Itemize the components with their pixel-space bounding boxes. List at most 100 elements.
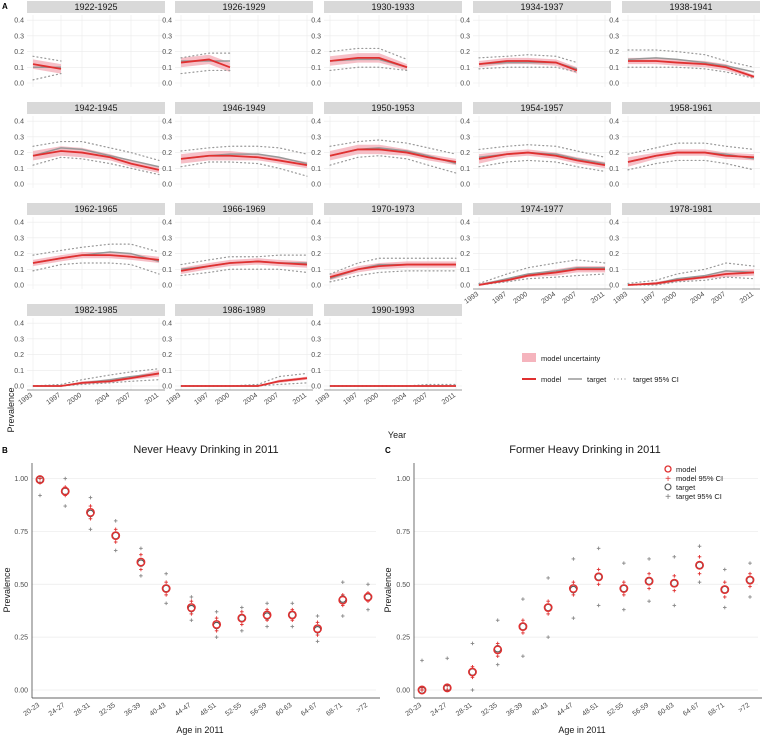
y-tick-label: 0.00 bbox=[14, 688, 28, 695]
x-tick-label: 2004 bbox=[540, 291, 557, 306]
model-uncertainty-band bbox=[330, 261, 456, 281]
target-ci-lower bbox=[478, 66, 578, 73]
legend-c-model: model bbox=[676, 465, 697, 474]
x-tick-label: 1997 bbox=[342, 392, 359, 407]
x-tick-label: 1997 bbox=[640, 291, 657, 306]
model-point bbox=[493, 645, 503, 655]
x-tick-label: 44-47 bbox=[174, 702, 193, 718]
target-ci-upper bbox=[32, 243, 160, 256]
model-uncertainty-band bbox=[628, 269, 754, 285]
y-tick-label: 0.3 bbox=[14, 336, 24, 343]
x-tick-label: 2004 bbox=[689, 291, 706, 306]
model-point bbox=[619, 584, 629, 593]
facet-label: 1974-1977 bbox=[520, 204, 563, 214]
panel-b-letter: B bbox=[2, 446, 8, 455]
y-tick-label: 0.0 bbox=[14, 182, 24, 189]
x-tick-label: 44-47 bbox=[556, 702, 575, 718]
facet-label: 1966-1969 bbox=[222, 204, 265, 214]
x-tick-label: 2011 bbox=[739, 291, 755, 305]
y-tick-label: 0.2 bbox=[14, 251, 24, 258]
y-tick-label: 0.3 bbox=[14, 134, 24, 141]
x-tick-label: 52-55 bbox=[224, 702, 243, 718]
model-line bbox=[32, 63, 62, 70]
x-tick-label: 68-71 bbox=[707, 702, 726, 718]
y-tick-label: 0.75 bbox=[396, 529, 410, 536]
target-ci-lower bbox=[627, 159, 755, 171]
model-uncertainty-band bbox=[330, 53, 407, 71]
x-tick-label: 56-59 bbox=[250, 702, 269, 718]
model-uncertainty-band bbox=[33, 370, 159, 386]
model-point bbox=[720, 585, 730, 595]
x-tick-label: 20-23 bbox=[22, 702, 41, 718]
model-point bbox=[468, 667, 477, 677]
y-tick-label: 0.1 bbox=[311, 65, 321, 72]
y-tick-label: 0.0 bbox=[311, 81, 321, 88]
y-tick-label: 0.1 bbox=[14, 267, 24, 274]
y-tick-label: 0.2 bbox=[162, 49, 172, 56]
y-tick-label: 0.1 bbox=[460, 267, 470, 274]
x-tick-label: 36-39 bbox=[505, 702, 524, 718]
y-tick-label: 0.4 bbox=[311, 119, 321, 126]
y-tick-label: 0.1 bbox=[609, 65, 619, 72]
model-point bbox=[136, 557, 146, 567]
model-point bbox=[568, 584, 578, 593]
model-line bbox=[180, 260, 308, 272]
panel-c-legend: model + model 95% CI target + target 95%… bbox=[664, 465, 723, 503]
model-point bbox=[338, 595, 348, 605]
x-tick-label: 28-31 bbox=[73, 702, 92, 718]
y-tick-label: 0.2 bbox=[460, 150, 470, 157]
model-point bbox=[237, 613, 247, 623]
x-tick-label: 1997 bbox=[491, 291, 508, 306]
facet-strip bbox=[27, 203, 165, 215]
y-tick-label: 0.4 bbox=[14, 18, 24, 25]
y-tick-label: 0.1 bbox=[460, 65, 470, 72]
target-ci-lower bbox=[180, 268, 308, 277]
facet-strip bbox=[324, 304, 462, 316]
model-line bbox=[329, 263, 456, 279]
y-tick-label: 0.2 bbox=[311, 49, 321, 56]
y-tick-label: 0.1 bbox=[162, 65, 172, 72]
legend-c-target: target bbox=[676, 483, 696, 492]
target-ci-upper bbox=[627, 49, 755, 68]
target-ci-upper bbox=[478, 259, 606, 285]
y-tick-label: 0.4 bbox=[460, 220, 470, 227]
y-tick-label: 0.2 bbox=[460, 49, 470, 56]
legend-target-ci-marker: + bbox=[665, 492, 671, 503]
y-tick-label: 0.75 bbox=[14, 529, 28, 536]
panel-a-letter: A bbox=[2, 2, 8, 11]
facet-strip bbox=[324, 102, 462, 114]
y-tick-label: 0.0 bbox=[311, 384, 321, 391]
model-line bbox=[478, 60, 578, 72]
x-tick-label: 2007 bbox=[412, 392, 429, 407]
y-tick-label: 0.3 bbox=[14, 33, 24, 40]
x-tick-label: 32-35 bbox=[480, 702, 499, 718]
panel-a: 1922-1925 0.0 0.1 0.2 0.3 0.4 1926-1929 0.0 0.1 0… bbox=[14, 1, 760, 407]
x-tick-label: 2004 bbox=[94, 392, 111, 407]
y-tick-label: 0.00 bbox=[396, 688, 410, 695]
x-tick-label: 40-43 bbox=[531, 702, 550, 718]
facet-strip bbox=[473, 1, 611, 13]
x-tick-label: 28-31 bbox=[455, 702, 474, 718]
model-line bbox=[33, 372, 160, 387]
facet-label: 1958-1961 bbox=[669, 103, 712, 113]
x-tick-label: >72 bbox=[737, 702, 751, 715]
y-tick-label: 0.3 bbox=[460, 235, 470, 242]
facet-strip bbox=[622, 1, 760, 13]
y-tick-label: 0.1 bbox=[609, 267, 619, 274]
y-tick-label: 0.3 bbox=[311, 134, 321, 141]
target-line bbox=[33, 372, 160, 387]
facet-label: 1922-1925 bbox=[74, 2, 117, 12]
facet-strip bbox=[27, 304, 165, 316]
model-point bbox=[60, 486, 70, 496]
target-ci-upper bbox=[180, 254, 308, 266]
target-ci-lower bbox=[329, 66, 408, 72]
y-tick-label: 0.4 bbox=[460, 18, 470, 25]
x-tick-label: 2011 bbox=[590, 291, 606, 305]
facet-1934-1937: 1934-1937 0.0 0.1 0.2 0.3 0.4 bbox=[460, 1, 611, 88]
y-tick-label: 0.1 bbox=[311, 166, 321, 173]
facet-label: 1986-1989 bbox=[222, 305, 265, 315]
x-tick-label: 60-63 bbox=[657, 702, 676, 718]
y-tick-label: 0.3 bbox=[460, 134, 470, 141]
model-point bbox=[363, 592, 373, 602]
y-tick-label: 0.2 bbox=[162, 352, 172, 359]
